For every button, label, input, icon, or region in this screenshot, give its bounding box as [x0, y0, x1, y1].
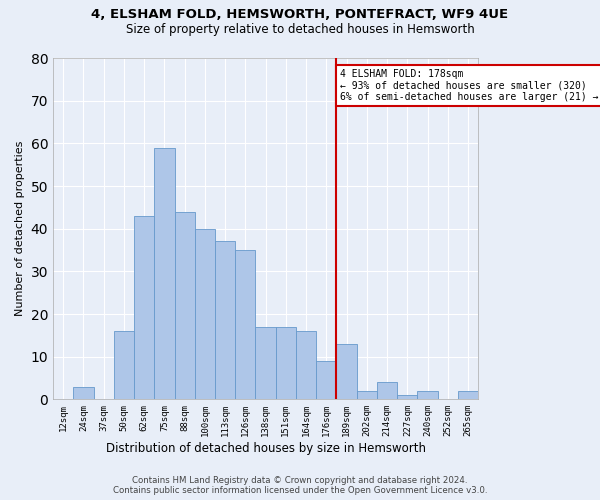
- Bar: [134, 216, 154, 400]
- Bar: [195, 228, 215, 400]
- Bar: [215, 242, 235, 400]
- Bar: [316, 361, 337, 400]
- Bar: [73, 386, 94, 400]
- Bar: [175, 212, 195, 400]
- Y-axis label: Number of detached properties: Number of detached properties: [15, 141, 25, 316]
- Text: 4, ELSHAM FOLD, HEMSWORTH, PONTEFRACT, WF9 4UE: 4, ELSHAM FOLD, HEMSWORTH, PONTEFRACT, W…: [91, 8, 509, 20]
- Text: Size of property relative to detached houses in Hemsworth: Size of property relative to detached ho…: [125, 22, 475, 36]
- Bar: [256, 327, 276, 400]
- Bar: [357, 391, 377, 400]
- X-axis label: Distribution of detached houses by size in Hemsworth: Distribution of detached houses by size …: [106, 442, 425, 455]
- Text: 4 ELSHAM FOLD: 178sqm
← 93% of detached houses are smaller (320)
6% of semi-deta: 4 ELSHAM FOLD: 178sqm ← 93% of detached …: [340, 68, 598, 102]
- Bar: [418, 391, 437, 400]
- Bar: [397, 395, 418, 400]
- Text: Contains HM Land Registry data © Crown copyright and database right 2024.
Contai: Contains HM Land Registry data © Crown c…: [113, 476, 487, 495]
- Bar: [337, 344, 357, 400]
- Bar: [276, 327, 296, 400]
- Bar: [458, 391, 478, 400]
- Bar: [114, 331, 134, 400]
- Bar: [296, 331, 316, 400]
- Bar: [154, 148, 175, 400]
- Bar: [235, 250, 256, 400]
- Bar: [377, 382, 397, 400]
